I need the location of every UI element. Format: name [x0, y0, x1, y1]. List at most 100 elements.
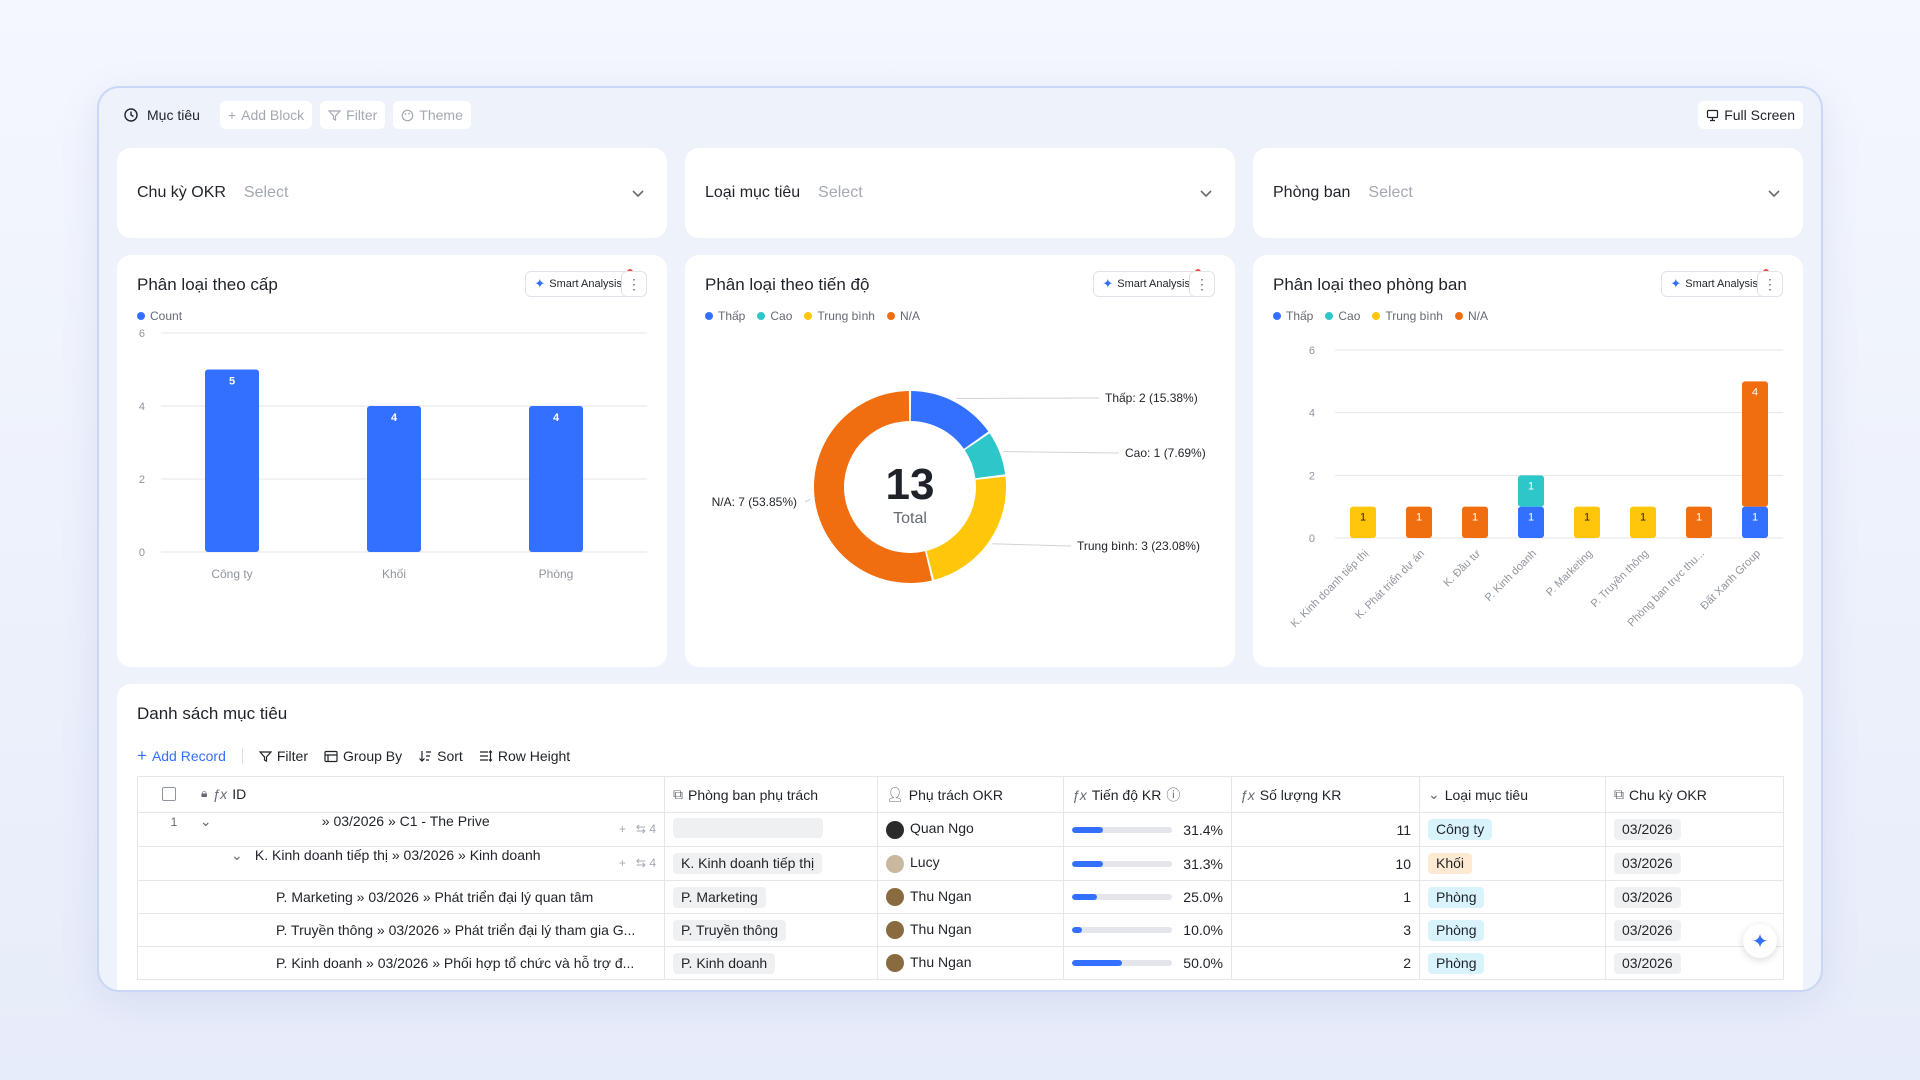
theme-button[interactable]: Theme — [393, 101, 471, 129]
id-cell[interactable]: ⌄ K. Kinh doanh tiếp thị » 03/2026 » Kin… — [137, 846, 665, 881]
expand-chevron-icon[interactable]: ⌄ — [199, 813, 212, 830]
avatar — [886, 954, 904, 973]
owner-cell[interactable]: Thu Ngan — [877, 946, 1064, 980]
more-options-button[interactable]: ⋮ — [1757, 271, 1783, 297]
chevron-down-icon — [632, 190, 644, 198]
bar[interactable] — [367, 406, 421, 552]
checkbox[interactable] — [162, 786, 176, 801]
row-height-button[interactable]: Row Height — [479, 748, 570, 764]
bar[interactable] — [529, 406, 583, 552]
filter-button[interactable]: Filter — [320, 101, 386, 129]
column-header-type[interactable]: ⌄ Loại mục tiêu — [1419, 776, 1606, 813]
chart-card-department: Phân loại theo phòng ban ✦ Smart Analysi… — [1253, 255, 1803, 667]
monitor-icon — [1707, 109, 1719, 121]
dept-cell[interactable]: P. Kinh doanh — [664, 946, 878, 980]
type-cell[interactable]: Phòng — [1419, 913, 1606, 947]
column-header-cycle[interactable]: ⧉ Chu kỳ OKR — [1605, 776, 1784, 813]
legend-label: Thấp — [718, 309, 746, 323]
bar-segment[interactable] — [1686, 506, 1712, 538]
bar-segment[interactable] — [1462, 506, 1488, 538]
id-cell[interactable]: 1 ⌄ » 03/2026 » C1 - The Prive + ⇆ 4 — [137, 812, 665, 847]
smart-analysis-button[interactable]: ✦ Smart Analysis — [1661, 269, 1769, 297]
filter-phong-ban[interactable]: Phòng ban Select — [1253, 148, 1803, 238]
owner-cell[interactable]: Thu Ngan — [877, 913, 1064, 947]
type-cell[interactable]: Công ty — [1419, 812, 1606, 847]
dept-tag: P. Marketing — [673, 886, 766, 908]
id-cell[interactable]: P. Kinh doanh » 03/2026 » Phối hợp tổ ch… — [137, 946, 665, 980]
table-row[interactable]: P. Marketing » 03/2026 » Phát triển đại … — [137, 880, 1784, 914]
smart-analysis-button[interactable]: ✦ Smart Analysis — [525, 269, 633, 297]
smart-analysis-label: Smart Analysis — [1117, 278, 1190, 290]
type-cell[interactable]: Phòng — [1419, 880, 1606, 914]
y-tick-label: 0 — [139, 547, 145, 559]
legend-swatch — [1273, 312, 1281, 320]
filter-chu-ky-okr[interactable]: Chu kỳ OKR Select — [117, 148, 667, 238]
table-row[interactable]: 1 ⌄ » 03/2026 » C1 - The Prive + ⇆ 4 Quan… — [137, 812, 1784, 847]
column-header-id[interactable]: 🔒︎ ƒx ID — [137, 776, 665, 813]
type-cell[interactable]: Phòng — [1419, 946, 1606, 980]
expand-chevron-icon[interactable]: ⌄ — [231, 847, 243, 864]
owner-cell[interactable]: Quan Ngo — [877, 812, 1064, 847]
pie-slice[interactable] — [926, 476, 1006, 580]
bar-segment[interactable] — [1406, 506, 1432, 538]
dept-cell[interactable]: P. Marketing — [664, 880, 878, 914]
chart-title: Phân loại theo phòng ban — [1273, 275, 1467, 294]
ai-assistant-button[interactable]: ✦ — [1743, 924, 1777, 958]
bar[interactable] — [205, 369, 259, 553]
add-record-button[interactable]: + Add Record — [137, 746, 226, 766]
column-header-kr-count[interactable]: ƒx Số lượng KR — [1231, 776, 1420, 813]
filter-loai-muc-tieu[interactable]: Loại mục tiêu Select — [685, 148, 1235, 238]
sort-button[interactable]: Sort — [418, 748, 463, 764]
table-row[interactable]: P. Kinh doanh » 03/2026 » Phối hợp tổ ch… — [137, 946, 1784, 980]
add-block-button[interactable]: + Add Block — [219, 101, 313, 129]
cycle-cell[interactable]: 03/2026 — [1605, 846, 1784, 881]
pie-slice[interactable] — [910, 391, 989, 449]
more-options-button[interactable]: ⋮ — [621, 271, 647, 297]
bar-segment[interactable] — [1742, 381, 1768, 507]
owner-cell[interactable]: Lucy — [877, 846, 1064, 881]
table-filter-button[interactable]: Filter — [258, 748, 308, 764]
cycle-cell[interactable]: 03/2026 — [1605, 946, 1784, 980]
pie-slice[interactable] — [964, 433, 1006, 479]
bar-segment[interactable] — [1630, 506, 1656, 538]
id-cell[interactable]: P. Marketing » 03/2026 » Phát triển đại … — [137, 880, 665, 914]
smart-analysis-button[interactable]: ✦ Smart Analysis — [1093, 269, 1201, 297]
bar-segment[interactable] — [1518, 506, 1544, 538]
cycle-cell[interactable]: 03/2026 — [1605, 880, 1784, 914]
palette-icon — [401, 109, 414, 121]
dept-cell[interactable]: P. Truyền thông — [664, 913, 878, 947]
pie-slice[interactable] — [814, 391, 932, 583]
column-header-owner[interactable]: 👤︎ Phụ trách OKR — [877, 776, 1064, 813]
id-cell[interactable]: P. Truyền thông » 03/2026 » Phát triển đ… — [137, 913, 665, 947]
dept-cell[interactable] — [664, 812, 878, 847]
info-icon[interactable]: ⓘ — [1166, 786, 1181, 803]
y-tick-label: 6 — [139, 328, 145, 340]
column-header-progress[interactable]: ƒx Tiến độ KR ⓘ — [1063, 776, 1232, 813]
progress-bar — [1072, 894, 1172, 900]
y-tick-label: 0 — [1309, 533, 1315, 545]
type-cell[interactable]: Khối — [1419, 846, 1606, 881]
cycle-cell[interactable]: 03/2026 — [1605, 812, 1784, 847]
table-row[interactable]: P. Truyền thông » 03/2026 » Phát triển đ… — [137, 913, 1784, 947]
more-options-button[interactable]: ⋮ — [1189, 271, 1215, 297]
plus-icon[interactable]: + — [618, 856, 626, 870]
plus-icon[interactable]: + — [618, 822, 626, 836]
full-screen-button[interactable]: Full Screen — [1698, 101, 1803, 129]
dept-cell[interactable]: K. Kinh doanh tiếp thị — [664, 846, 878, 881]
column-header-label: Tiến độ KR — [1091, 786, 1162, 803]
progress-bar — [1072, 860, 1172, 867]
row-children: + ⇆ 4 — [618, 848, 656, 880]
owner-cell[interactable]: Thu Ngan — [877, 880, 1064, 914]
bar-segment[interactable] — [1574, 506, 1600, 538]
column-header-dept[interactable]: ⧉ Phòng ban phụ trách — [664, 776, 878, 813]
filter-label: Chu kỳ OKR — [137, 184, 226, 201]
dashboard-title[interactable]: Mục tiêu — [117, 107, 206, 123]
group-by-button[interactable]: Group By — [324, 748, 402, 764]
bar-segment[interactable] — [1518, 475, 1544, 507]
bar-segment[interactable] — [1350, 506, 1376, 538]
filter-label: Phòng ban — [1273, 184, 1351, 201]
bar-segment[interactable] — [1742, 506, 1768, 538]
donut-chart: Thấp: 2 (15.38%) Cao: 1 (7.69%) Trung bình… — [712, 391, 1206, 583]
table-row[interactable]: ⌄ K. Kinh doanh tiếp thị » 03/2026 » Kin… — [137, 846, 1784, 881]
chart-legend: Count — [137, 309, 182, 323]
